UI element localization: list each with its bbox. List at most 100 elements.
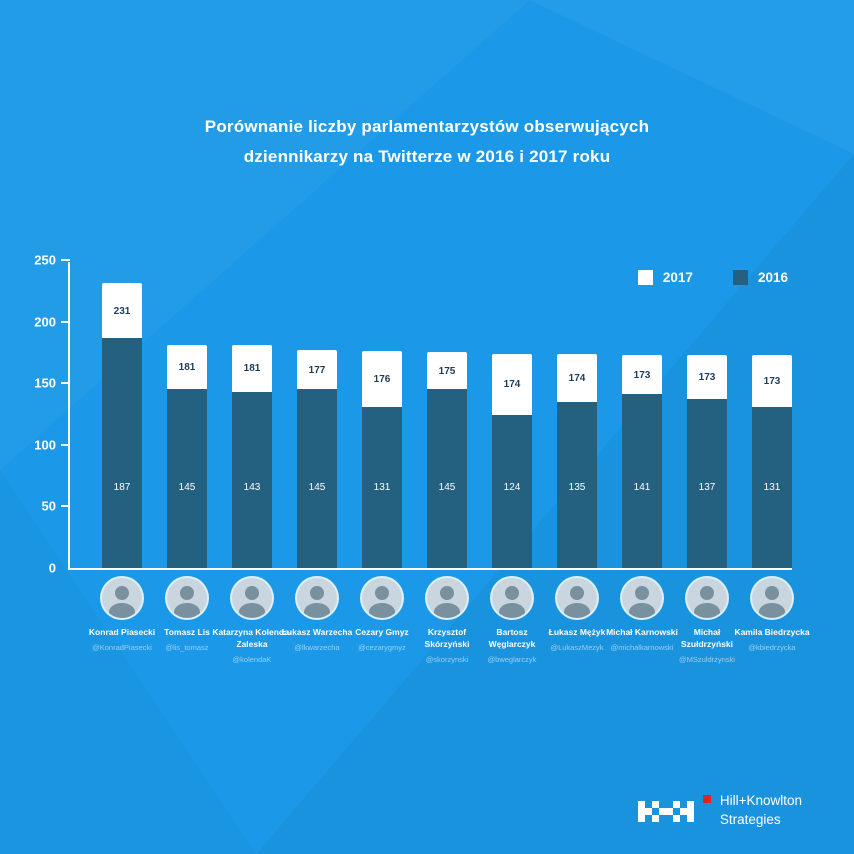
avatar xyxy=(362,578,402,618)
hk-logo-cell xyxy=(651,814,659,822)
person-name: Katarzyna Kolenda-Zaleska xyxy=(212,627,292,649)
bar-column: 173 137 Michał Szułdrzyński @MSzuldrzyns… xyxy=(679,262,735,664)
hk-logo-cell xyxy=(645,801,652,808)
hk-logo-cell xyxy=(652,808,659,815)
hk-logo-red-square-icon xyxy=(702,795,711,804)
avatar xyxy=(492,578,532,618)
avatar xyxy=(622,578,662,618)
bar-2016 xyxy=(557,402,597,568)
page-title-line1: Porównanie liczby parlamentarzystów obse… xyxy=(204,117,650,136)
value-label-2017: 173 xyxy=(633,370,651,381)
hk-logo: Hill+Knowlton Strategies xyxy=(637,792,802,830)
hk-logo-mark-icon xyxy=(637,800,694,822)
bars: 231 187 Konrad Piasecki @KonradPiasecki … xyxy=(70,262,810,664)
person-name: Krzysztof Skórzyński xyxy=(424,627,470,649)
y-axis-tick-label: 150 xyxy=(34,375,56,391)
person-name: Tomasz Lis xyxy=(164,627,210,637)
legend-item-2016: 2016 xyxy=(732,270,788,285)
bar-column: 174 135 Łukasz Mężyk @LukaszMezyk xyxy=(549,262,605,652)
hk-logo-cell xyxy=(680,801,687,808)
person-handle: @KonradPiasecki xyxy=(92,642,152,652)
hk-logo-cell xyxy=(672,814,680,822)
person-info: Michał Szułdrzyński @MSzuldrzynski xyxy=(667,578,747,664)
value-label-2017: 173 xyxy=(763,376,781,387)
y-axis-tick-mark xyxy=(61,505,70,507)
bar-column: 176 131 Cezary Gmyz @cezarygmyz xyxy=(355,262,409,652)
person-info: Łukasz Mężyk @LukaszMezyk xyxy=(537,578,617,652)
hk-logo-cell xyxy=(686,807,694,815)
bar-2016 xyxy=(167,389,207,568)
bar-column: 181 145 Tomasz Lis @lis_tomasz xyxy=(164,262,210,652)
bar-2016 xyxy=(752,407,792,568)
bar-column: 175 145 Krzysztof Skórzyński @skorzynski xyxy=(425,262,469,664)
person-name: Michał Karnowski xyxy=(606,627,678,637)
bar-column: 173 141 Michał Karnowski @michalkarnowsk… xyxy=(606,262,678,652)
avatar xyxy=(427,578,467,618)
hk-logo-cell xyxy=(637,814,645,822)
value-label-2016: 137 xyxy=(698,482,716,493)
value-label-2017: 177 xyxy=(308,365,326,376)
hk-logo-cell xyxy=(686,814,694,822)
hk-logo-cell xyxy=(680,815,687,822)
person-handle: @MSzuldrzynski xyxy=(679,654,735,664)
bar-column: 177 145 Łukasz Warzecha @lkwarzecha xyxy=(282,262,352,652)
person-name: Łukasz Mężyk xyxy=(548,627,606,637)
legend-swatch-2017 xyxy=(637,270,653,285)
person-name: Kamila Biedrzycka xyxy=(734,627,810,637)
avatar xyxy=(557,578,597,618)
person-info: Tomasz Lis @lis_tomasz xyxy=(147,578,227,652)
value-label-2016: 143 xyxy=(243,482,261,493)
plot-area: 2017 2016 231 187 Konrad Piasecki @Konra… xyxy=(34,253,810,664)
value-label-2016: 131 xyxy=(373,482,391,493)
value-label-2016: 141 xyxy=(633,482,651,493)
avatar xyxy=(102,578,142,618)
bar-2016 xyxy=(622,394,662,568)
y-axis-tick-label: 250 xyxy=(34,252,56,268)
bar-2016 xyxy=(687,399,727,568)
hk-logo-cell xyxy=(679,807,687,815)
person-handle: @cezarygmyz xyxy=(358,642,406,652)
y-axis-tick-mark xyxy=(61,444,70,446)
page-title-line2: dziennikarzy na Twitterze w 2016 i 2017 … xyxy=(243,146,611,166)
hk-logo-line1: Hill+Knowlton xyxy=(719,793,802,809)
person-name: Łukasz Warzecha xyxy=(281,627,353,637)
person-info: Konrad Piasecki @KonradPiasecki xyxy=(82,578,162,652)
person-name: Cezary Gmyz xyxy=(355,627,409,637)
bar-2016 xyxy=(362,407,402,568)
person-handle: @LukaszMezyk xyxy=(550,642,604,652)
avatar xyxy=(687,578,727,618)
y-axis-tick-mark xyxy=(61,382,70,384)
hk-logo-cell xyxy=(637,807,645,815)
legend-swatch-2016 xyxy=(732,270,748,285)
value-label-2016: 187 xyxy=(113,482,131,493)
person-handle: @skorzynski xyxy=(425,654,469,664)
person-info: Katarzyna Kolenda-Zaleska @kolendaK xyxy=(212,578,292,664)
person-name: Konrad Piasecki xyxy=(88,627,156,637)
legend-label-2017: 2017 xyxy=(662,270,693,285)
page-title: Porównanie liczby parlamentarzystów obse… xyxy=(0,112,854,172)
bar-column: 231 187 Konrad Piasecki @KonradPiasecki xyxy=(89,262,155,652)
value-label-2017: 181 xyxy=(243,363,261,374)
avatar xyxy=(752,578,792,618)
value-label-2016: 145 xyxy=(178,482,196,493)
hk-logo-cell xyxy=(659,801,666,808)
person-name: Bartosz Węglarczyk xyxy=(488,627,536,649)
value-label-2017: 175 xyxy=(438,366,456,377)
value-label-2017: 174 xyxy=(503,379,521,390)
hk-logo-cell xyxy=(666,815,673,822)
bar-column: 173 131 Kamila Biedrzycka @kbiedrzycka xyxy=(734,262,810,652)
hk-logo-cell xyxy=(665,807,673,815)
hk-logo-cell xyxy=(673,808,680,815)
bar-2016 xyxy=(232,392,272,568)
avatar xyxy=(167,578,207,618)
hk-logo-cell xyxy=(659,815,666,822)
person-handle: @bweglarczyk xyxy=(487,654,537,664)
hk-logo-cell xyxy=(637,800,645,808)
y-axis-tick-label: 200 xyxy=(34,314,56,330)
bar-2016 xyxy=(492,415,532,568)
value-label-2016: 124 xyxy=(503,482,521,493)
legend: 2017 2016 xyxy=(637,270,788,285)
person-handle: @kolendaK xyxy=(232,654,272,664)
person-info: Bartosz Węglarczyk @bweglarczyk xyxy=(472,578,552,664)
person-handle: @michalkarnowski xyxy=(610,642,674,652)
